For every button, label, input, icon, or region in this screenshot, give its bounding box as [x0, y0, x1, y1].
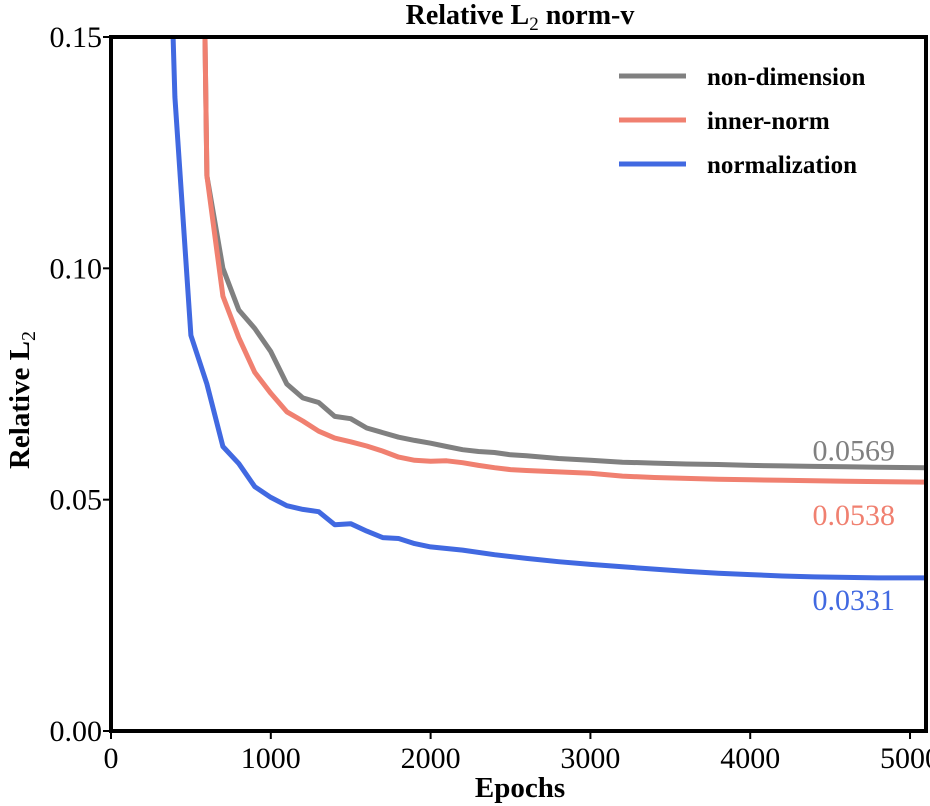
x-tick-label: 0 [104, 742, 119, 775]
x-tick-label: 2000 [401, 742, 461, 775]
end-value-label-inner-norm: 0.0538 [813, 499, 896, 532]
chart-title-subscript: 2 [529, 14, 539, 35]
y-tick-label: 0.10 [50, 252, 103, 285]
y-tick-label: 0.05 [50, 484, 103, 517]
y-tick-label: 0.15 [50, 21, 103, 54]
y-axis-title-subscript: 2 [18, 331, 40, 341]
series-line-inner-norm [202, 37, 926, 485]
end-value-labels: 0.0569 0.0538 0.0331 [813, 435, 896, 617]
end-value-label-non-dimension: 0.0569 [813, 435, 896, 468]
legend-label-non-dimension: non-dimension [707, 64, 865, 91]
series-layer [170, 37, 926, 581]
series-line-normalization [170, 37, 926, 581]
legend-label-normalization: normalization [707, 152, 857, 179]
x-axis-title: Epochs [475, 772, 565, 804]
y-tick-label: 0.00 [50, 715, 103, 748]
y-axis-ticks: 0.00 0.05 0.10 0.15 [50, 21, 111, 748]
x-tick-label: 4000 [720, 742, 780, 775]
end-value-label-normalization: 0.0331 [813, 584, 896, 617]
plot-frame [109, 35, 928, 733]
chart-title: Relative L2 norm-v [406, 0, 635, 35]
legend-label-inner-norm: inner-norm [707, 108, 830, 135]
x-tick-label: 1000 [241, 742, 301, 775]
y-axis-title: Relative L2 [4, 331, 40, 469]
x-tick-label: 3000 [560, 742, 620, 775]
legend: non-dimension inner-norm normalization [619, 64, 865, 179]
series-line-non-dimension [202, 37, 926, 471]
